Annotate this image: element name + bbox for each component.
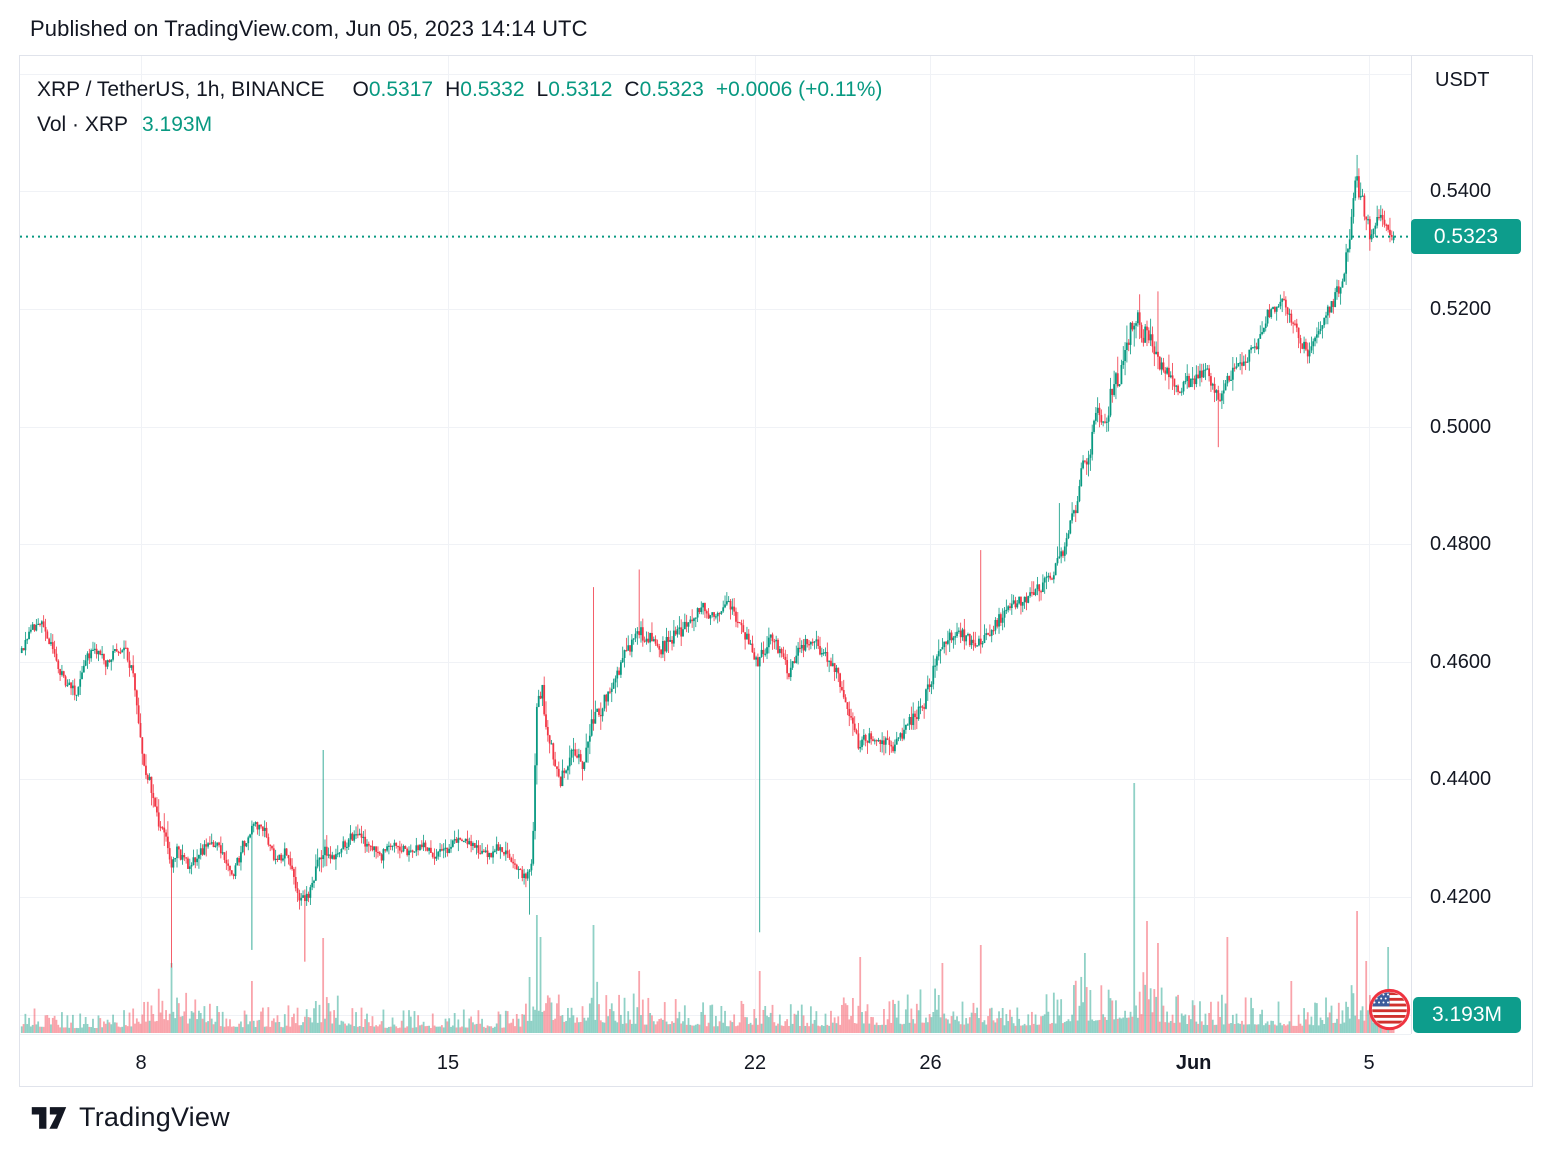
change-value: +0.0006 (+0.11%) bbox=[715, 78, 883, 101]
low-label: L bbox=[536, 78, 549, 101]
high-label: H bbox=[445, 78, 461, 101]
close-value: 0.5323 bbox=[639, 78, 704, 101]
price-axis-label: 0.4800 bbox=[1430, 533, 1492, 556]
time-axis-label: 26 bbox=[919, 1052, 942, 1074]
price-axis-label: 0.4400 bbox=[1430, 768, 1492, 791]
quote-currency-label: USDT bbox=[1435, 69, 1490, 91]
open-label: O bbox=[352, 78, 369, 101]
price-axis-label: 0.4200 bbox=[1430, 886, 1492, 908]
symbol-legend-row: XRP / TetherUS, 1h, BINANCE O0.5317 H0.533… bbox=[37, 78, 882, 102]
last-price-badge-value: 0.5323 bbox=[1433, 225, 1499, 248]
tradingview-footer-link[interactable]: TradingView bbox=[30, 1102, 230, 1133]
close-label: C bbox=[624, 78, 640, 101]
open-value: 0.5317 bbox=[368, 78, 434, 101]
volume-legend-row: Vol · XRP 3.193M bbox=[37, 113, 882, 137]
published-caption: Published on TradingView.com, Jun 05, 20… bbox=[30, 16, 588, 41]
time-axis-label: 5 bbox=[1363, 1052, 1375, 1074]
candlestick-chart-canvas[interactable] bbox=[20, 56, 1411, 1086]
time-axis-label: 15 bbox=[436, 1052, 460, 1074]
price-axis-label: 0.5400 bbox=[1430, 180, 1492, 203]
symbol-title: XRP / TetherUS, 1h, BINANCE bbox=[37, 78, 325, 101]
chart-card: XRP / TetherUS, 1h, BINANCE O0.5317 H0.533… bbox=[19, 55, 1533, 1087]
last-price-badge: 0.5323 bbox=[1411, 219, 1521, 254]
tradingview-wordmark: TradingView bbox=[79, 1102, 230, 1132]
price-axis[interactable]: USDT 0.5400 0.5200 0.5000 0.4800 0.4600 0.440… bbox=[1411, 56, 1532, 1034]
chart-legend: XRP / TetherUS, 1h, BINANCE O0.5317 H0.533… bbox=[37, 78, 882, 137]
time-axis-label: 22 bbox=[743, 1052, 767, 1074]
high-value: 0.5332 bbox=[460, 78, 525, 101]
price-axis-label: 0.5200 bbox=[1430, 298, 1492, 320]
volume-label: Vol · XRP bbox=[37, 113, 129, 136]
price-axis-label: 0.5000 bbox=[1430, 415, 1492, 438]
low-value: 0.5312 bbox=[548, 78, 613, 101]
time-axis-label: Jun bbox=[1175, 1052, 1212, 1074]
tradingview-logo-icon bbox=[30, 1102, 68, 1133]
volume-badge-value: 3.193M bbox=[1431, 1003, 1503, 1026]
price-axis-label: 0.4600 bbox=[1430, 650, 1492, 673]
volume-badge: 3.193M bbox=[1413, 997, 1521, 1033]
us-flag-icon bbox=[1367, 987, 1412, 1032]
volume-value: 3.193M bbox=[142, 113, 213, 136]
time-axis[interactable]: 8 15 22 26 Jun 5 bbox=[20, 1034, 1411, 1086]
time-axis-label: 8 bbox=[135, 1052, 147, 1074]
